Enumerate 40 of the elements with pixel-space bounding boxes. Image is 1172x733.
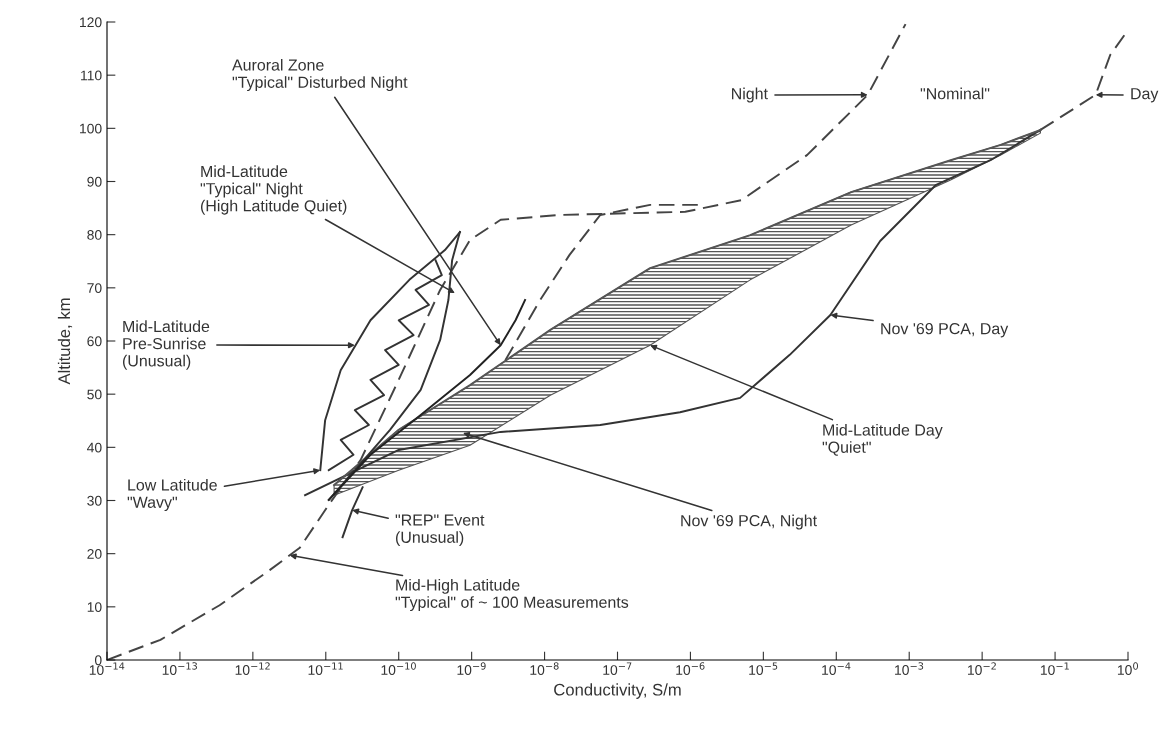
y-tick-label: 20 xyxy=(87,549,102,559)
annotation: Day xyxy=(1131,88,1159,103)
x-tick-label: 10$^{0}$ xyxy=(1117,662,1139,675)
y-axis-title: Altitude, km xyxy=(57,298,73,385)
annotation: Nov '69 PCA, Day xyxy=(881,322,1009,338)
annotation: Mid-Latitude "Typical" Night (High Latitude Quiet) xyxy=(200,165,347,215)
y-tick-label: 10 xyxy=(87,602,102,612)
annotation: Mid-High Latitude "Typical" of ~ 100 Measurements xyxy=(395,578,629,612)
annotation: Mid-Latitude Pre-Sunrise (Unusual) xyxy=(122,320,210,370)
x-tick-label: 10$^{−8}$ xyxy=(530,662,559,675)
annotation: "Nominal" xyxy=(920,87,990,100)
annotation: Night xyxy=(732,87,768,103)
x-tick-label: 10$^{−7}$ xyxy=(603,662,632,675)
y-tick-label: 120 xyxy=(80,17,102,28)
y-tick-label: 70 xyxy=(87,283,102,293)
x-tick-label: 10$^{−4}$ xyxy=(822,662,851,675)
x-axis-title: Conductivity, S/m xyxy=(554,683,681,699)
x-tick-label: 10$^{−6}$ xyxy=(676,662,705,675)
x-tick-label: 10$^{−11}$ xyxy=(308,662,343,675)
annotation: Mid-Latitude Day "Quiet" xyxy=(822,423,943,456)
x-tick-label: 10$^{−5}$ xyxy=(749,662,778,675)
annotation: "REP" Event (Unusual) xyxy=(395,514,485,547)
annotation: Low Latitude "Wavy" xyxy=(127,478,217,512)
x-tick-label: 10$^{−1}$ xyxy=(1040,662,1069,675)
x-tick-label: 10$^{−12}$ xyxy=(235,662,270,675)
annotation: Auroral Zone "Typical" Disturbed Night xyxy=(232,58,408,92)
y-tick-label: 40 xyxy=(87,442,102,453)
y-tick-label: 80 xyxy=(87,230,102,240)
x-tick-label: 10$^{−2}$ xyxy=(967,662,996,675)
y-tick-label: 50 xyxy=(87,389,102,400)
y-tick-label: 100 xyxy=(80,123,102,134)
y-tick-label: 110 xyxy=(81,70,102,81)
x-tick-label: 10$^{−3}$ xyxy=(895,662,924,675)
x-tick-label: 10$^{−10}$ xyxy=(381,662,416,675)
y-tick-label: 30 xyxy=(87,495,102,506)
y-tick-label: 60 xyxy=(87,336,102,347)
x-tick-label: 10$^{−13}$ xyxy=(162,662,197,675)
x-tick-label: 10$^{−9}$ xyxy=(457,662,486,675)
annotation: Nov '69 PCA, Night xyxy=(681,514,817,530)
y-tick-label: 90 xyxy=(87,176,102,187)
